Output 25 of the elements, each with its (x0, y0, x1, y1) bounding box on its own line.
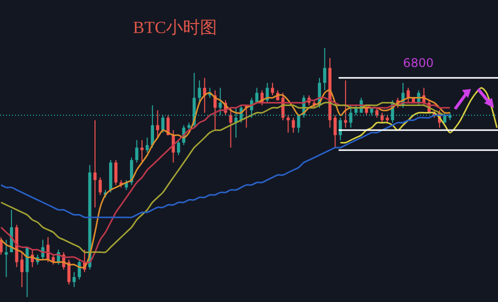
candlestick (98, 176, 102, 196)
candlestick (4, 239, 8, 278)
chart-title: BTC小时图 (133, 17, 218, 39)
candlestick (380, 112, 384, 124)
candlestick (52, 254, 55, 266)
candlestick (146, 137, 149, 154)
candlestick (156, 110, 160, 138)
candlestick (198, 80, 201, 104)
candlestick (292, 117, 295, 134)
candlestick (344, 80, 348, 128)
candlestick (114, 160, 118, 186)
candlestick (406, 87, 410, 104)
candlestick (334, 114, 337, 148)
candlestick (176, 140, 180, 156)
candlestick (229, 107, 232, 148)
candlestick (93, 120, 97, 208)
candlestick (286, 114, 290, 134)
candlestick (266, 82, 269, 104)
candlestick (20, 252, 24, 288)
candlestick (140, 140, 144, 164)
candlestick (323, 48, 326, 91)
candlestick (72, 272, 76, 288)
candlestick (135, 140, 138, 164)
candlestick (270, 82, 274, 96)
annotation: 6800 (403, 56, 434, 70)
